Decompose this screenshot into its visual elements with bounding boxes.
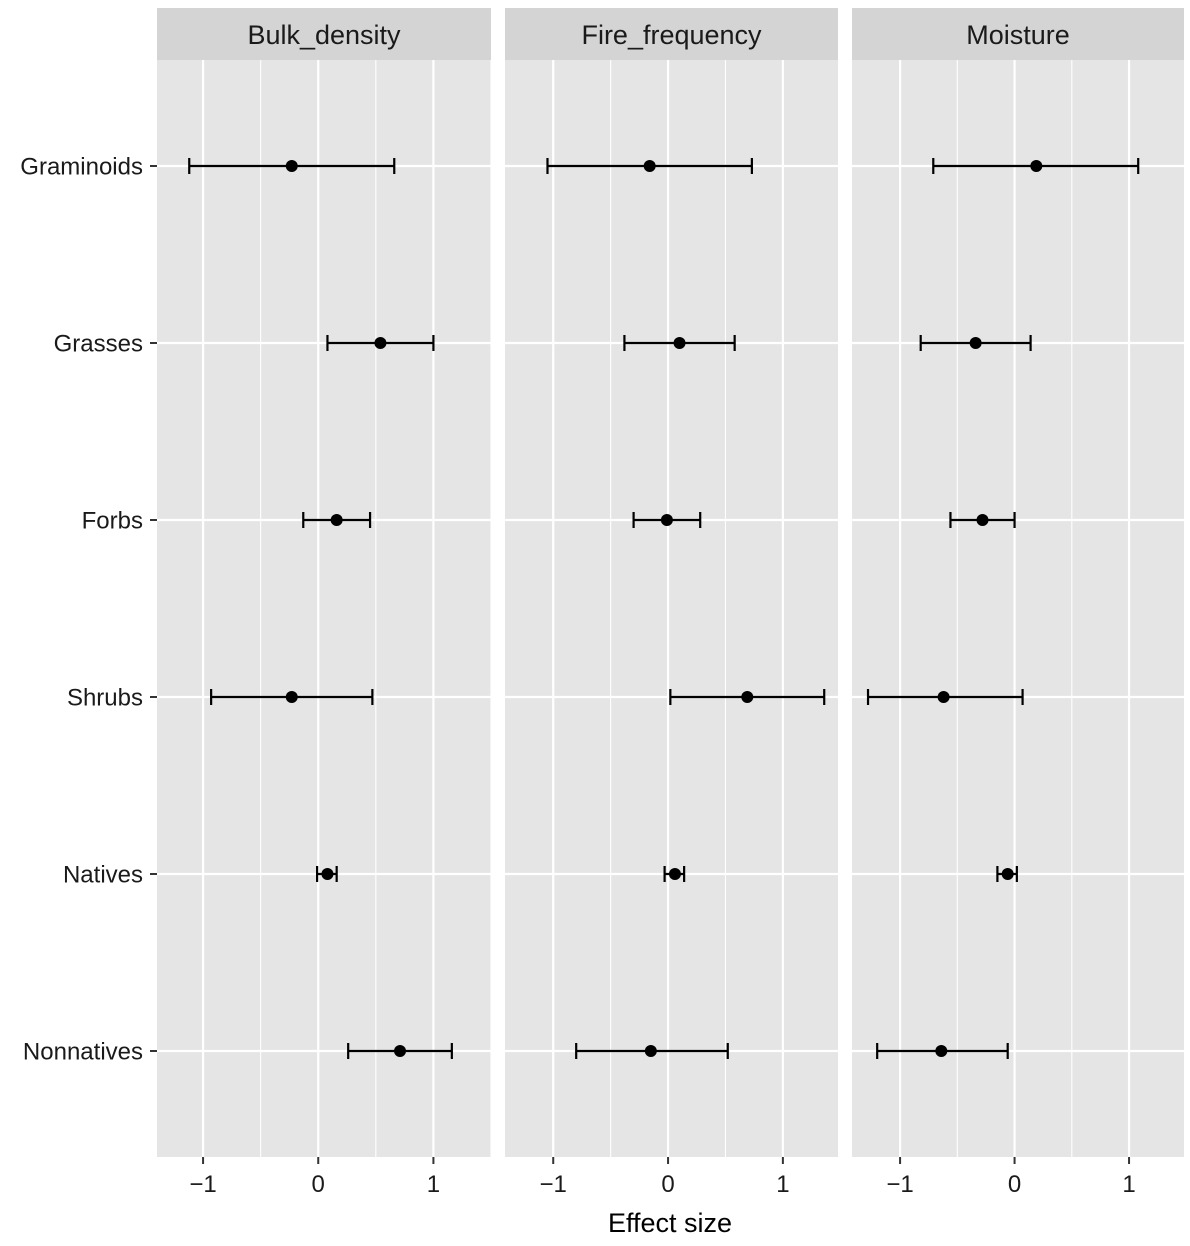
x-axis-title: Effect size (608, 1208, 732, 1238)
y-tick-label-graminoids: Graminoids (20, 154, 143, 181)
x-tick-label-bulk-density: −1 (189, 1171, 216, 1198)
point-estimate-moisture-shrubs (937, 691, 950, 703)
point-estimate-bulk-density-natives (321, 868, 334, 880)
x-tick-label-moisture: 1 (1122, 1171, 1135, 1198)
point-estimate-fire-frequency-forbs (660, 514, 673, 526)
point-estimate-fire-frequency-nonnatives (644, 1045, 657, 1057)
panel-background-fire-frequency (505, 60, 838, 1157)
point-estimate-fire-frequency-shrubs (741, 691, 754, 703)
point-estimate-bulk-density-forbs (330, 514, 343, 526)
panel-background-moisture (852, 60, 1184, 1157)
x-tick-label-fire-frequency: −1 (540, 1171, 567, 1198)
point-estimate-moisture-natives (1001, 868, 1014, 880)
point-estimate-fire-frequency-natives (668, 868, 681, 880)
panel-background-bulk-density (157, 60, 491, 1157)
point-estimate-moisture-graminoids (1030, 160, 1043, 172)
facet-strip-fire-frequency (505, 8, 838, 60)
y-tick-label-forbs: Forbs (82, 508, 143, 535)
point-estimate-bulk-density-graminoids (285, 160, 298, 172)
x-tick-label-moisture: −1 (886, 1171, 913, 1198)
y-tick-label-shrubs: Shrubs (67, 685, 143, 712)
point-estimate-moisture-nonnatives (935, 1045, 948, 1057)
point-estimate-fire-frequency-graminoids (643, 160, 656, 172)
x-tick-label-bulk-density: 0 (312, 1171, 325, 1198)
point-estimate-moisture-grasses (969, 337, 982, 349)
y-tick-label-grasses: Grasses (54, 331, 143, 358)
x-tick-label-fire-frequency: 1 (776, 1171, 789, 1198)
y-tick-label-natives: Natives (63, 862, 143, 889)
x-tick-label-bulk-density: 1 (427, 1171, 440, 1198)
x-tick-label-moisture: 0 (1008, 1171, 1021, 1198)
facet-strip-bulk-density (157, 8, 491, 60)
point-estimate-bulk-density-nonnatives (394, 1045, 407, 1057)
point-estimate-bulk-density-grasses (374, 337, 387, 349)
facet-label-moisture: Moisture (966, 20, 1070, 50)
x-tick-label-fire-frequency: 0 (661, 1171, 674, 1198)
facet-label-bulk-density: Bulk_density (247, 20, 401, 50)
point-estimate-moisture-forbs (976, 514, 989, 526)
facet-label-fire-frequency: Fire_frequency (581, 20, 762, 50)
point-estimate-bulk-density-shrubs (285, 691, 298, 703)
point-estimate-fire-frequency-grasses (673, 337, 686, 349)
y-tick-label-nonnatives: Nonnatives (23, 1039, 143, 1066)
facet-strip-moisture (852, 8, 1184, 60)
